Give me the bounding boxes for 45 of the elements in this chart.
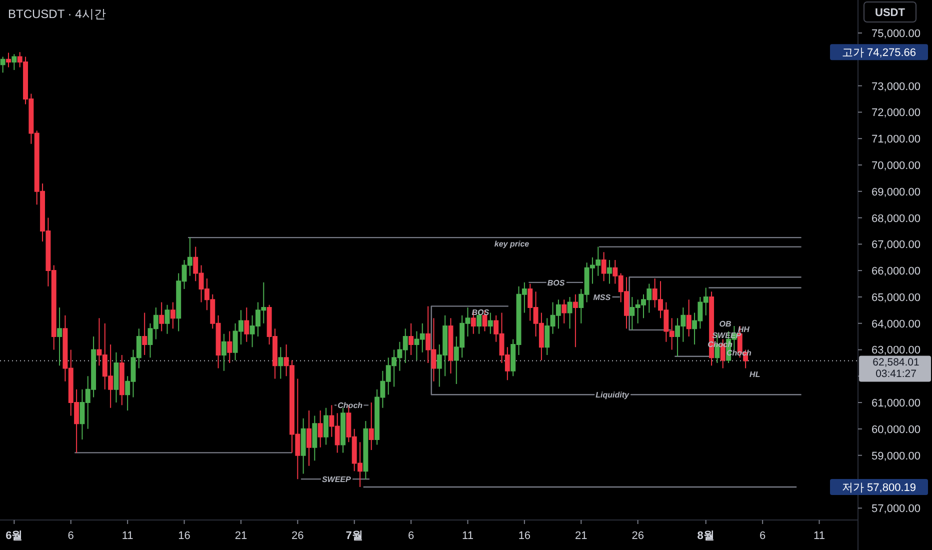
y-tick-label: 66,000.00 bbox=[872, 266, 920, 278]
annotation: key price bbox=[494, 240, 530, 249]
annotation: HL bbox=[750, 370, 760, 380]
x-tick-label: 26 bbox=[632, 530, 644, 542]
y-tick-label: 61,000.00 bbox=[872, 398, 920, 410]
y-axis-title: USDT bbox=[875, 7, 906, 19]
annotation: Choch bbox=[338, 401, 363, 410]
y-tick-label: 65,000.00 bbox=[872, 292, 920, 304]
y-tick-label: 72,000.00 bbox=[872, 107, 920, 120]
y-tick-label: 68,000.00 bbox=[872, 212, 920, 225]
annotation: Liquidity bbox=[596, 390, 630, 400]
y-tick-label: 60,000.00 bbox=[872, 424, 920, 436]
x-tick-label: 11 bbox=[814, 530, 825, 542]
x-tick-label: 6월 bbox=[6, 530, 23, 542]
ref-line-label: 62,584.01 03:41:27 bbox=[872, 356, 920, 380]
x-tick-label: 21 bbox=[575, 530, 588, 542]
annotation: SWEEP bbox=[322, 475, 352, 484]
y-tick-label: 57,000.00 bbox=[872, 503, 920, 516]
x-tick-label: 6 bbox=[408, 530, 414, 542]
annotation: BOS bbox=[547, 278, 566, 288]
text: BTCUSDT · 4시간 bbox=[8, 7, 106, 21]
x-tick-label: 16 bbox=[178, 530, 190, 542]
y-tick-label: 70,000.00 bbox=[872, 160, 920, 172]
annotation: Choch bbox=[708, 340, 733, 349]
x-tick-label: 11 bbox=[462, 530, 474, 542]
y-tick-label: 59,000.00 bbox=[872, 450, 920, 462]
y-tick-label: 71,000.00 bbox=[872, 134, 920, 146]
x-tick-label: 8월 bbox=[697, 530, 714, 542]
y-tick-label: 64,000.00 bbox=[872, 318, 920, 330]
annotation: MSS bbox=[593, 292, 612, 302]
y-tick-label: 63,000.00 bbox=[872, 344, 920, 357]
x-tick-label: 16 bbox=[518, 530, 531, 542]
y-tick-label: 73,000.00 bbox=[872, 80, 920, 93]
annotation: 고가 74,275.66 bbox=[842, 47, 916, 60]
x-tick-label: 11 bbox=[122, 530, 134, 542]
annotation: OB bbox=[719, 319, 732, 328]
x-tick-label: 21 bbox=[234, 530, 248, 542]
x-tick-label: 7월 bbox=[346, 530, 363, 542]
x-tick-label: 26 bbox=[292, 530, 304, 542]
y-tick-label: 67,000.00 bbox=[872, 239, 920, 252]
x-tick-label: 6 bbox=[760, 530, 766, 542]
y-tick-label: 75,000.00 bbox=[872, 28, 920, 40]
x-tick-label: 6 bbox=[68, 530, 74, 542]
annotation: 저가 57,800.19 bbox=[842, 482, 916, 494]
y-tick-label: 69,000.00 bbox=[872, 186, 920, 198]
